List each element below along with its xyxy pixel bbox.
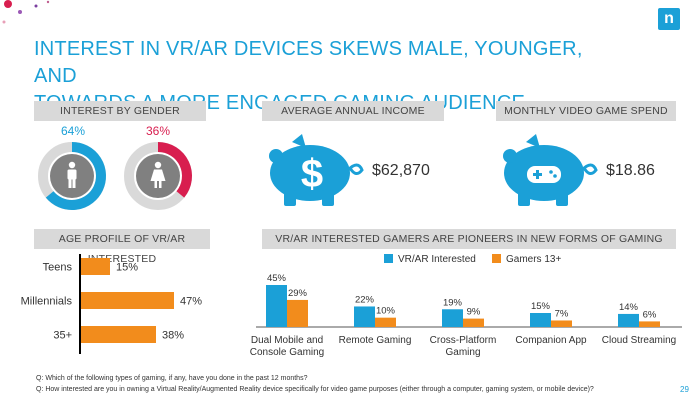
pioneer-value-label: 6% xyxy=(643,309,657,320)
pioneer-value-label: 19% xyxy=(443,297,463,308)
pioneer-bar xyxy=(266,285,287,327)
pioneer-bar xyxy=(463,318,484,327)
pioneer-value-label: 14% xyxy=(619,302,639,313)
svg-text:$: $ xyxy=(301,152,323,196)
pioneers-header: VR/AR INTERESTED GAMERS ARE PIONEERS IN … xyxy=(262,229,676,249)
spend-header: MONTHLY VIDEO GAME SPEND xyxy=(496,101,676,121)
pioneer-bar xyxy=(551,320,572,327)
pioneer-bar xyxy=(375,317,396,327)
male-percent-label: 64% xyxy=(61,124,86,138)
gender-donuts xyxy=(38,142,192,210)
gender-header: INTEREST BY GENDER xyxy=(34,101,206,121)
legend-label: Gamers 13+ xyxy=(506,254,561,265)
pioneer-bar xyxy=(530,313,551,327)
female-donut-arc xyxy=(157,142,192,198)
spend-value: $18.86 xyxy=(606,162,655,179)
legend-swatch xyxy=(384,254,393,263)
age-value-label: 38% xyxy=(162,330,184,342)
pioneer-value-label: 45% xyxy=(267,273,287,284)
age-bar xyxy=(80,258,110,275)
brand-logo: n xyxy=(658,8,680,30)
pioneer-category-label: Console Gaming xyxy=(250,347,324,358)
pioneer-value-label: 22% xyxy=(355,294,375,305)
legend-swatch xyxy=(492,254,501,263)
pioneer-category-label: Cloud Streaming xyxy=(602,335,676,346)
pioneer-bar xyxy=(442,309,463,327)
age-header: AGE PROFILE OF VR/AR INTERESTED xyxy=(34,229,210,265)
male-donut-arc xyxy=(45,142,106,210)
income-header: AVERAGE ANNUAL INCOME xyxy=(262,101,444,121)
male-donut xyxy=(38,142,106,210)
age-category-label: Millennials xyxy=(21,296,73,308)
age-value-label: 15% xyxy=(116,262,138,274)
pioneer-bar xyxy=(354,306,375,327)
title-line-1: INTEREST IN VR/AR DEVICES SKEWS MALE, YO… xyxy=(34,38,583,87)
age-profile-chart: Teens 15% Millennials 47% 35+ 38% xyxy=(21,254,202,354)
legend-label: VR/AR Interested xyxy=(398,254,476,265)
female-donut xyxy=(124,142,192,210)
age-value-label: 47% xyxy=(180,296,202,308)
pioneer-value-label: 7% xyxy=(555,308,569,319)
piggy-bank-gamepad-icon xyxy=(503,134,598,206)
age-bar xyxy=(80,326,156,343)
pioneer-bar xyxy=(287,299,308,327)
pioneer-value-label: 10% xyxy=(376,306,396,317)
male-person-icon xyxy=(67,161,77,188)
pioneer-bar xyxy=(618,313,639,327)
gaming-pioneers-chart: VR/AR Interested Gamers 13+ 45%29% Dual Mob… xyxy=(250,254,682,358)
pioneer-bar xyxy=(639,321,660,327)
pioneer-category-label: Gaming xyxy=(445,347,480,358)
page-number: 29 xyxy=(680,385,689,394)
female-percent-label: 36% xyxy=(146,124,171,138)
pioneer-category-label: Dual Mobile and xyxy=(251,335,323,346)
age-bar xyxy=(80,292,174,309)
pioneer-value-label: 29% xyxy=(288,288,308,299)
pioneer-value-label: 9% xyxy=(467,307,481,318)
pioneer-value-label: 15% xyxy=(531,301,551,312)
piggy-bank-dollar-icon: $ xyxy=(269,134,364,206)
pioneer-category-label: Remote Gaming xyxy=(339,335,412,346)
pioneer-category-label: Companion App xyxy=(515,335,587,346)
age-category-label: 35+ xyxy=(53,330,72,342)
pioneer-category-label: Cross-Platform xyxy=(430,335,497,346)
decorative-dots xyxy=(2,0,50,24)
footnote-question-2: Q: How interested are you in owning a Vi… xyxy=(36,386,594,393)
age-category-label: Teens xyxy=(43,262,73,274)
female-person-icon xyxy=(150,161,166,188)
income-value: $62,870 xyxy=(372,162,430,179)
footnote-question-1: Q: Which of the following types of gamin… xyxy=(36,375,308,382)
